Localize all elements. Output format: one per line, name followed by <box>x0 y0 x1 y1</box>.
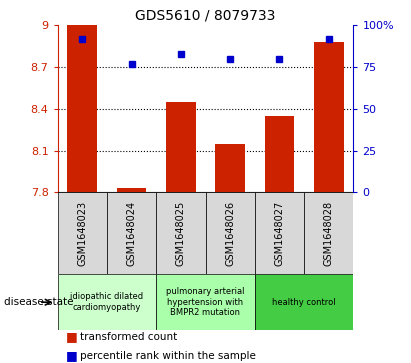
Bar <box>107 192 156 274</box>
Text: percentile rank within the sample: percentile rank within the sample <box>80 351 256 361</box>
Text: GSM1648028: GSM1648028 <box>324 201 334 266</box>
Text: pulmonary arterial
hypertension with
BMPR2 mutation: pulmonary arterial hypertension with BMP… <box>166 287 245 317</box>
Bar <box>304 192 353 274</box>
Text: healthy control: healthy control <box>272 298 336 307</box>
Text: GSM1648026: GSM1648026 <box>225 201 235 266</box>
Bar <box>166 102 196 192</box>
Bar <box>67 25 97 192</box>
Bar <box>156 192 206 274</box>
Text: GSM1648025: GSM1648025 <box>176 201 186 266</box>
Title: GDS5610 / 8079733: GDS5610 / 8079733 <box>135 9 276 23</box>
Text: GSM1648027: GSM1648027 <box>275 201 284 266</box>
Bar <box>206 192 255 274</box>
Text: GSM1648024: GSM1648024 <box>127 201 136 266</box>
Bar <box>58 192 107 274</box>
Text: ■: ■ <box>66 349 78 362</box>
Bar <box>58 274 156 330</box>
Bar <box>156 274 255 330</box>
Text: ■: ■ <box>66 330 78 343</box>
Bar <box>117 188 146 192</box>
Bar <box>265 116 294 192</box>
Bar <box>314 42 344 192</box>
Bar <box>255 192 304 274</box>
Text: disease state: disease state <box>4 297 74 307</box>
Text: transformed count: transformed count <box>80 331 178 342</box>
Text: idiopathic dilated
cardiomyopathy: idiopathic dilated cardiomyopathy <box>70 293 143 312</box>
Bar <box>255 274 353 330</box>
Text: GSM1648023: GSM1648023 <box>77 201 87 266</box>
Bar <box>215 144 245 192</box>
